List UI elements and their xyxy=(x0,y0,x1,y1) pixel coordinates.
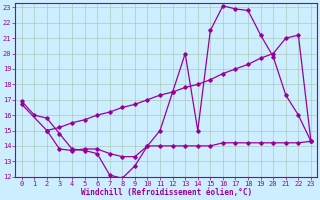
X-axis label: Windchill (Refroidissement éolien,°C): Windchill (Refroidissement éolien,°C) xyxy=(81,188,252,197)
